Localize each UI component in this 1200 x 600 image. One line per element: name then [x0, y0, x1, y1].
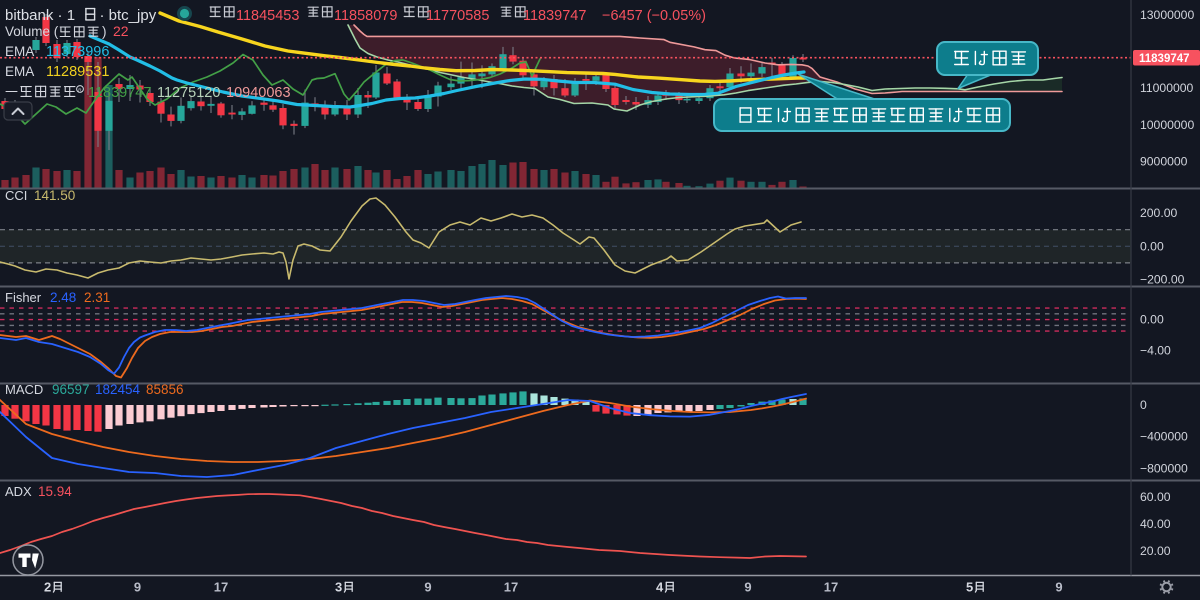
svg-text:2.48: 2.48 — [50, 290, 76, 305]
svg-text:· btc_jpy: · btc_jpy — [100, 7, 157, 24]
svg-text:9: 9 — [134, 580, 141, 595]
svg-text:bitbank · 1: bitbank · 1 — [5, 7, 75, 24]
svg-text:11289531: 11289531 — [46, 64, 109, 80]
svg-text:−200.00: −200.00 — [1140, 273, 1185, 287]
svg-text:60.00: 60.00 — [1140, 490, 1171, 504]
svg-text:3: 3 — [335, 580, 342, 595]
svg-text:11845453: 11845453 — [236, 8, 299, 24]
svg-text:11373996: 11373996 — [46, 44, 109, 60]
svg-text:CCI: CCI — [5, 188, 27, 203]
svg-text:−400000: −400000 — [1140, 430, 1188, 444]
svg-text:5: 5 — [966, 580, 973, 595]
svg-text:9: 9 — [424, 580, 431, 595]
svg-text:17: 17 — [504, 580, 518, 595]
svg-text:R: R — [78, 88, 82, 93]
svg-text:11770585: 11770585 — [426, 8, 489, 24]
svg-text:182454: 182454 — [95, 382, 141, 397]
svg-text:9: 9 — [1055, 580, 1062, 595]
svg-text:10000000: 10000000 — [1140, 118, 1194, 132]
svg-text:20.00: 20.00 — [1140, 544, 1171, 558]
svg-text:EMA: EMA — [5, 64, 34, 79]
svg-text:13000000: 13000000 — [1140, 8, 1194, 22]
svg-text:9: 9 — [744, 580, 751, 595]
svg-text:ADX: ADX — [5, 484, 32, 499]
svg-text:MACD: MACD — [5, 382, 43, 397]
svg-text:2: 2 — [44, 580, 51, 595]
svg-text:−800000: −800000 — [1140, 461, 1188, 475]
svg-text:0.00: 0.00 — [1140, 313, 1164, 327]
svg-text:17: 17 — [214, 580, 228, 595]
svg-text:EMA: EMA — [5, 44, 34, 59]
svg-text:200.00: 200.00 — [1140, 206, 1177, 220]
svg-text:15.94: 15.94 — [38, 484, 72, 499]
svg-text:): ) — [102, 24, 107, 39]
svg-text:11839747: 11839747 — [523, 8, 586, 24]
svg-text:10940063: 10940063 — [226, 85, 291, 101]
svg-text:11839747: 11839747 — [88, 85, 151, 101]
svg-text:−6457 (−0.05%): −6457 (−0.05%) — [602, 8, 706, 24]
svg-text:2.31: 2.31 — [84, 290, 110, 305]
svg-text:Volume (: Volume ( — [5, 24, 59, 39]
svg-text:0: 0 — [1140, 398, 1147, 412]
svg-text:11839747: 11839747 — [1139, 53, 1190, 65]
svg-text:96597: 96597 — [52, 382, 90, 397]
svg-text:−4.00: −4.00 — [1140, 343, 1171, 357]
svg-text:40.00: 40.00 — [1140, 517, 1171, 531]
svg-text:11000000: 11000000 — [1140, 81, 1194, 95]
svg-text:Fisher: Fisher — [5, 290, 42, 305]
svg-text:0.00: 0.00 — [1140, 239, 1164, 253]
svg-text:85856: 85856 — [146, 382, 184, 397]
svg-text:11858079: 11858079 — [334, 8, 397, 24]
svg-text:9000000: 9000000 — [1140, 155, 1188, 169]
svg-text:141.50: 141.50 — [34, 188, 75, 203]
svg-text:22: 22 — [113, 23, 129, 39]
svg-text:17: 17 — [824, 580, 838, 595]
svg-text:4: 4 — [656, 580, 664, 595]
svg-text:11275120: 11275120 — [157, 85, 220, 101]
